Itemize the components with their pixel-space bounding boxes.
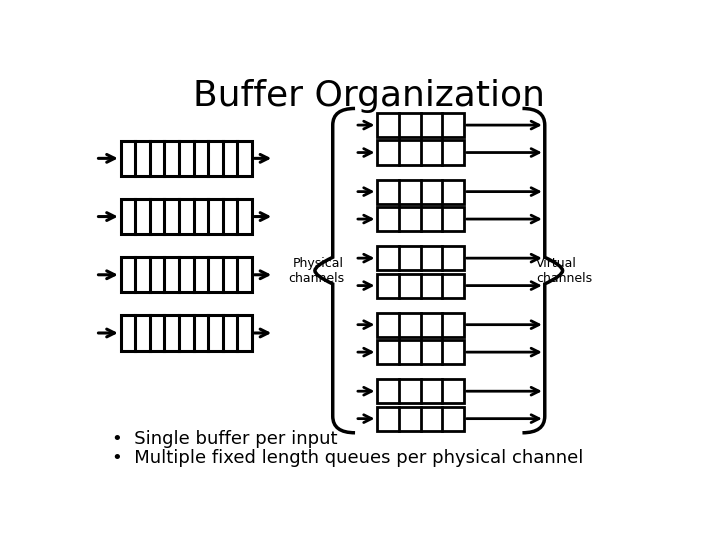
Bar	[377, 407, 464, 431]
Bar	[377, 313, 464, 337]
Bar	[121, 257, 252, 293]
Bar	[377, 180, 464, 204]
Bar	[377, 246, 464, 270]
Text: Buffer Organization: Buffer Organization	[193, 79, 545, 113]
Bar	[377, 340, 464, 364]
Bar	[377, 207, 464, 231]
Bar	[377, 379, 464, 403]
Text: Physical
channels: Physical channels	[288, 256, 344, 285]
Bar	[377, 140, 464, 165]
Text: •  Single buffer per input: • Single buffer per input	[112, 430, 338, 448]
Text: Virtual
channels: Virtual channels	[536, 256, 593, 285]
Bar	[377, 274, 464, 298]
Bar	[121, 141, 252, 176]
Bar	[121, 199, 252, 234]
Bar	[121, 315, 252, 350]
Text: •  Multiple fixed length queues per physical channel: • Multiple fixed length queues per physi…	[112, 449, 584, 467]
Bar	[377, 113, 464, 137]
